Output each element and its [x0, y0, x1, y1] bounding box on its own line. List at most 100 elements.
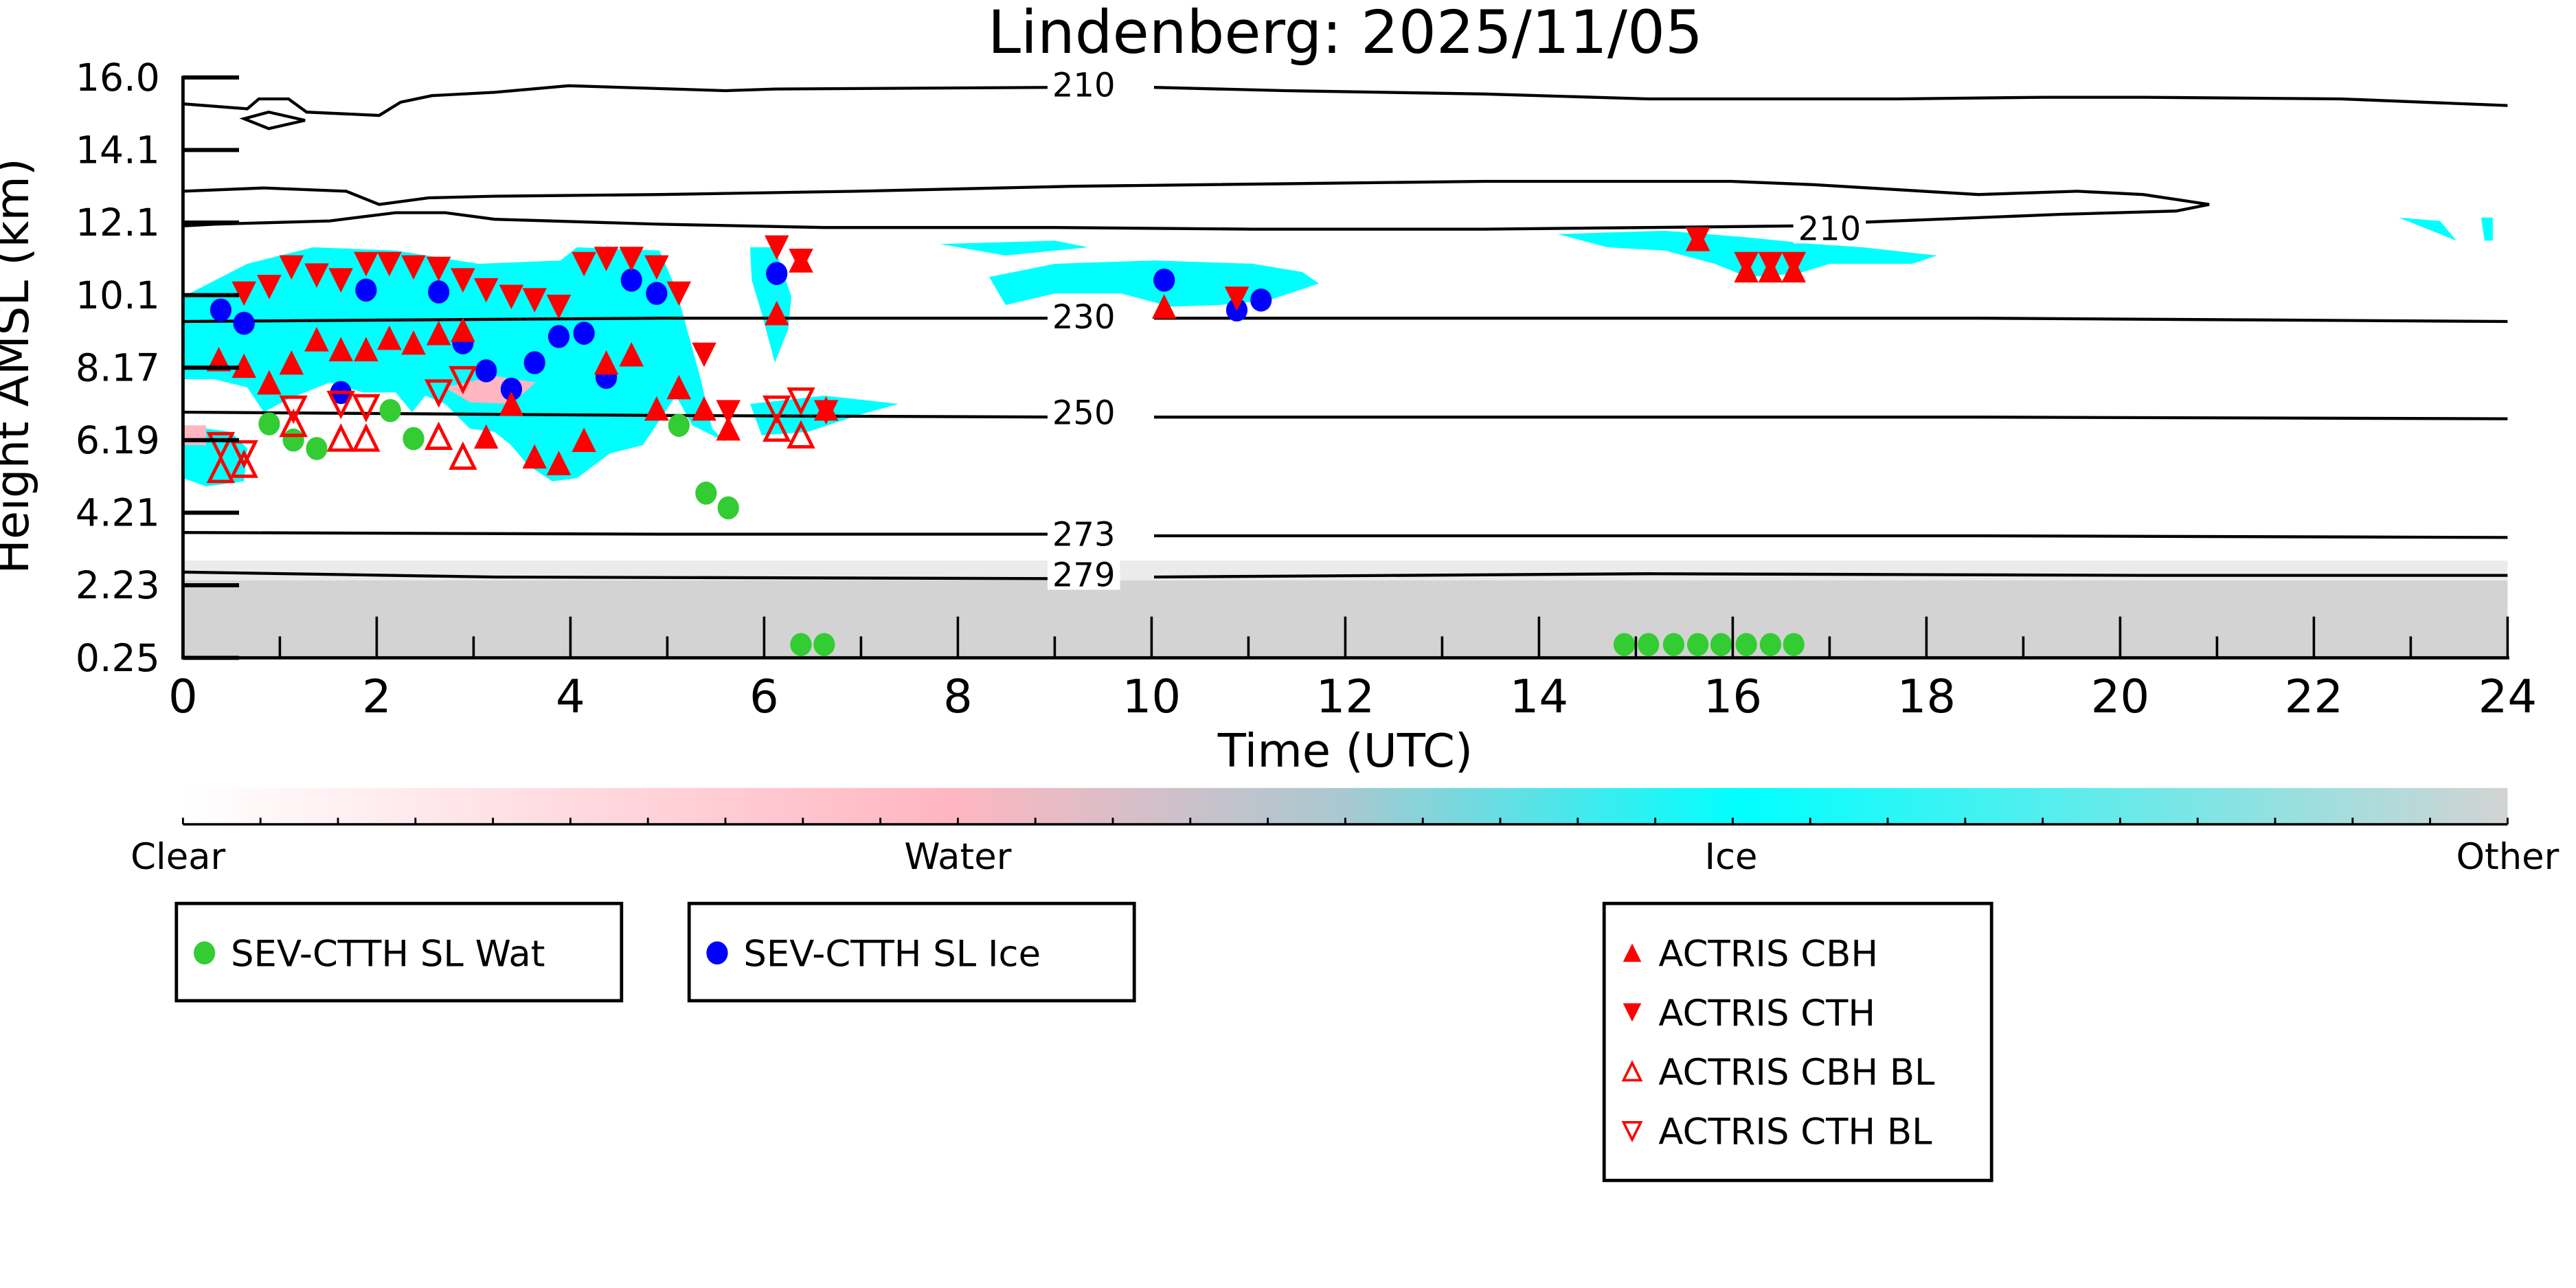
x-tick-label: 10 — [1122, 670, 1182, 723]
legend-box-1: SEV-CTTH SL Wat — [174, 901, 624, 1003]
legend-marker-icon — [1621, 1060, 1643, 1082]
legend-marker-icon — [1623, 943, 1642, 962]
y-tick-label: 14.1 — [76, 129, 160, 173]
contour-label-bg — [1047, 556, 1120, 590]
legend-box-3: ACTRIS CBH ACTRIS CTH ACTRIS CBH BL ACTRIS … — [1602, 901, 1993, 1182]
actris-cth-point — [451, 268, 475, 293]
sev-ctth-sl-wat-point — [695, 482, 717, 505]
actris-cbh-point — [279, 350, 304, 375]
actris-cbh-point — [328, 337, 353, 362]
sev-ctth-sl-ice-point — [210, 298, 231, 322]
actris-cth-point — [813, 400, 839, 425]
actris-cth-point — [1685, 227, 1710, 252]
actris-cth-point — [279, 255, 304, 280]
sev-ctth-sl-ice-point — [766, 262, 788, 285]
colorbar-label-other: Other — [2456, 836, 2559, 878]
contour-label: 230 — [1052, 298, 1116, 337]
sev-ctth-sl-wat-point — [813, 633, 835, 657]
x-axis-label: Time (UTC) — [1217, 724, 1473, 778]
colorbar-label-clear: Clear — [131, 836, 225, 878]
actris-cbh-point — [522, 444, 547, 469]
legend-item: ACTRIS CBH — [1623, 933, 1878, 975]
y-tick-label: 16.0 — [76, 56, 160, 100]
actris-cth-bl-point — [449, 365, 477, 395]
x-tick-label: 18 — [1897, 670, 1956, 723]
sev-ctth-sl-ice-point — [500, 377, 522, 401]
actris-cbh-bl-point — [449, 441, 477, 470]
contour-label-bg — [1047, 67, 1120, 100]
legend-marker-icon — [1623, 1003, 1642, 1022]
contour-label-bg — [1047, 516, 1120, 550]
actris-cth-point — [257, 275, 282, 300]
sev-ctth-sl-ice-point — [475, 359, 497, 383]
actris-cbh-bl-point — [787, 420, 815, 449]
actris-cth-point — [1781, 251, 1806, 277]
legend-label: ACTRIS CBH BL — [1658, 1052, 1935, 1094]
actris-cth-bl-point — [787, 387, 815, 416]
actris-cbh-point — [426, 320, 451, 346]
actris-cth-point — [376, 251, 402, 277]
legend-marker-icon — [706, 941, 728, 964]
actris-cth-point — [354, 251, 379, 277]
sev-ctth-sl-ice-point — [1250, 288, 1272, 312]
sev-ctth-sl-ice-point — [547, 325, 570, 348]
actris-cth-point — [572, 251, 596, 277]
contour-label: 273 — [1052, 516, 1116, 554]
actris-cth-bl-point — [279, 395, 308, 425]
actris-cbh-bl-point — [279, 408, 308, 438]
legend-frame — [174, 901, 624, 1003]
legend-box-2: SEV-CTTH SL Ice — [687, 901, 1136, 1003]
legend-marker-icon — [194, 941, 216, 964]
x-tick-label: 6 — [749, 670, 779, 723]
contour-label-bg — [1047, 299, 1120, 332]
actris-cbh-point — [644, 396, 669, 421]
ice-cloud-areas — [183, 217, 2493, 486]
sev-ctth-sl-ice-point — [523, 351, 545, 374]
actris-cth-bl-point — [229, 440, 258, 469]
sev-ctth-sl-wat-point — [1783, 633, 1805, 657]
legend-frame — [687, 901, 1136, 1003]
sev-ctth-sl-ice-point — [428, 280, 450, 304]
actris-cbh-bl-point — [352, 423, 381, 452]
actris-cbh-point — [546, 451, 572, 475]
actris-cth-point — [522, 288, 547, 313]
actris-cth-point — [1224, 286, 1250, 311]
actris-cth-point — [692, 342, 716, 368]
actris-cbh-bl-point — [206, 454, 236, 484]
x-tick-label: 22 — [2285, 670, 2344, 723]
actris-cth-point — [716, 400, 741, 425]
legend-label: ACTRIS CBH — [1658, 933, 1878, 975]
actris-cth-point — [1758, 251, 1783, 277]
sev-ctth-sl-ice-point — [573, 321, 595, 345]
legend-item: SEV-CTTH SL Ice — [706, 933, 1041, 975]
actris-cbh-point — [1151, 294, 1177, 319]
y-tick-label: 4.21 — [76, 492, 160, 536]
colorbar-label-water: Water — [904, 836, 1011, 878]
actris-cth-bl-point — [206, 431, 236, 461]
y-tick-label: 0.25 — [76, 637, 160, 681]
actris-cbh-point — [716, 416, 741, 441]
legend-label: ACTRIS CTH — [1658, 993, 1875, 1035]
legend-item: SEV-CTTH SL Wat — [194, 933, 545, 975]
colorbar-label-ice: Ice — [1704, 836, 1757, 878]
actris-cth-point — [1734, 251, 1759, 277]
actris-cth-bl-point — [326, 390, 355, 420]
actris-cth-bl-point — [762, 395, 791, 425]
actris-cth-point — [619, 247, 644, 271]
contour-label: 210 — [1052, 66, 1116, 104]
y-axis-label: Height AMSL (km) — [0, 158, 39, 574]
actris-cbh-point — [304, 327, 329, 352]
contour-label: 279 — [1052, 556, 1116, 595]
sev-ctth-sl-ice-point — [620, 269, 642, 292]
y-tick-label: 12.1 — [76, 201, 160, 245]
legend-item: ACTRIS CTH BL — [1621, 1111, 1932, 1153]
actris-cth-point — [764, 235, 789, 260]
sev-ctth-sl-ice-point — [646, 282, 668, 305]
contour-label: 250 — [1052, 394, 1116, 433]
actris-cbh-bl-point — [762, 413, 791, 442]
sev-ctth-sl-ice-point — [233, 311, 255, 335]
actris-cbh-point — [451, 317, 475, 342]
sev-ctth-sl-wat-point — [306, 437, 328, 460]
actris-cth-bl-point — [352, 394, 381, 423]
